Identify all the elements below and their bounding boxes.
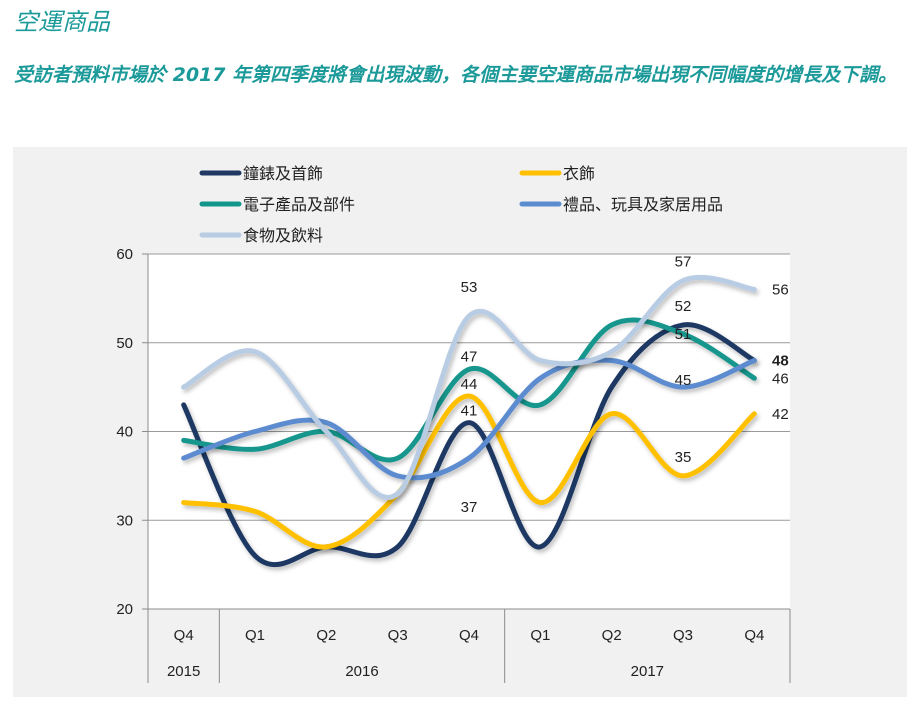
legend-item: 電子產品及部件 (199, 195, 355, 214)
data-label: 46 (772, 370, 789, 387)
y-tick-label: 50 (116, 335, 133, 352)
y-axis: 20 30 40 50 60 (116, 246, 149, 618)
legend-label: 衣飾 (563, 164, 595, 183)
x-tick-label: Q1 (530, 627, 550, 644)
x-tick-label: Q2 (602, 627, 622, 644)
legend-label: 食物及飲料 (243, 226, 323, 245)
legend-item: 衣飾 (519, 164, 595, 183)
page-subtitle: 受訪者預料市場於 2017 年第四季度將會出現波動，各個主要空運商品市場出現不同… (14, 64, 898, 86)
data-label: 48 (772, 353, 789, 370)
x-tick-label: Q3 (673, 627, 693, 644)
legend-label: 禮品、玩具及家居用品 (563, 195, 723, 214)
x-axis: Q4 Q1 Q2 Q3 Q4 Q1 Q2 Q3 Q4 2015 2016 2017 (142, 608, 791, 683)
series-line-1 (181, 393, 757, 550)
x-tick-label: Q3 (388, 627, 408, 644)
data-label: 47 (461, 348, 478, 365)
data-label: 51 (675, 326, 692, 343)
x-group-label: 2017 (631, 663, 664, 680)
y-tick-label: 20 (116, 601, 133, 618)
data-label: 42 (772, 406, 789, 423)
x-group-label: 2016 (345, 663, 378, 680)
x-tick-label: Q1 (245, 627, 265, 644)
legend-label: 鐘錶及首飾 (243, 164, 323, 183)
data-label: 41 (461, 403, 478, 420)
y-tick-label: 60 (116, 246, 133, 263)
data-label: 53 (461, 279, 478, 296)
data-label: 52 (675, 298, 692, 315)
data-label: 45 (675, 372, 692, 389)
legend-item: 鐘錶及首飾 (199, 164, 323, 183)
x-tick-label: Q2 (316, 627, 336, 644)
legend-item: 禮品、玩具及家居用品 (519, 195, 723, 214)
data-label: 35 (675, 449, 692, 466)
x-tick-label: Q4 (459, 627, 479, 644)
series-lines (181, 274, 757, 568)
data-label: 56 (772, 282, 789, 299)
data-label: 57 (675, 254, 692, 271)
y-tick-label: 30 (116, 512, 133, 529)
page-title: 空運商品 (14, 8, 110, 36)
x-group-label: 2015 (167, 663, 200, 680)
data-label: 37 (461, 499, 478, 516)
x-tick-label: Q4 (174, 627, 194, 644)
y-tick-label: 40 (116, 424, 133, 441)
data-label: 44 (461, 376, 478, 393)
series-line-4 (181, 274, 757, 500)
x-tick-label: Q4 (744, 627, 764, 644)
legend-label: 電子產品及部件 (243, 195, 355, 214)
legend-item: 食物及飲料 (199, 226, 323, 245)
